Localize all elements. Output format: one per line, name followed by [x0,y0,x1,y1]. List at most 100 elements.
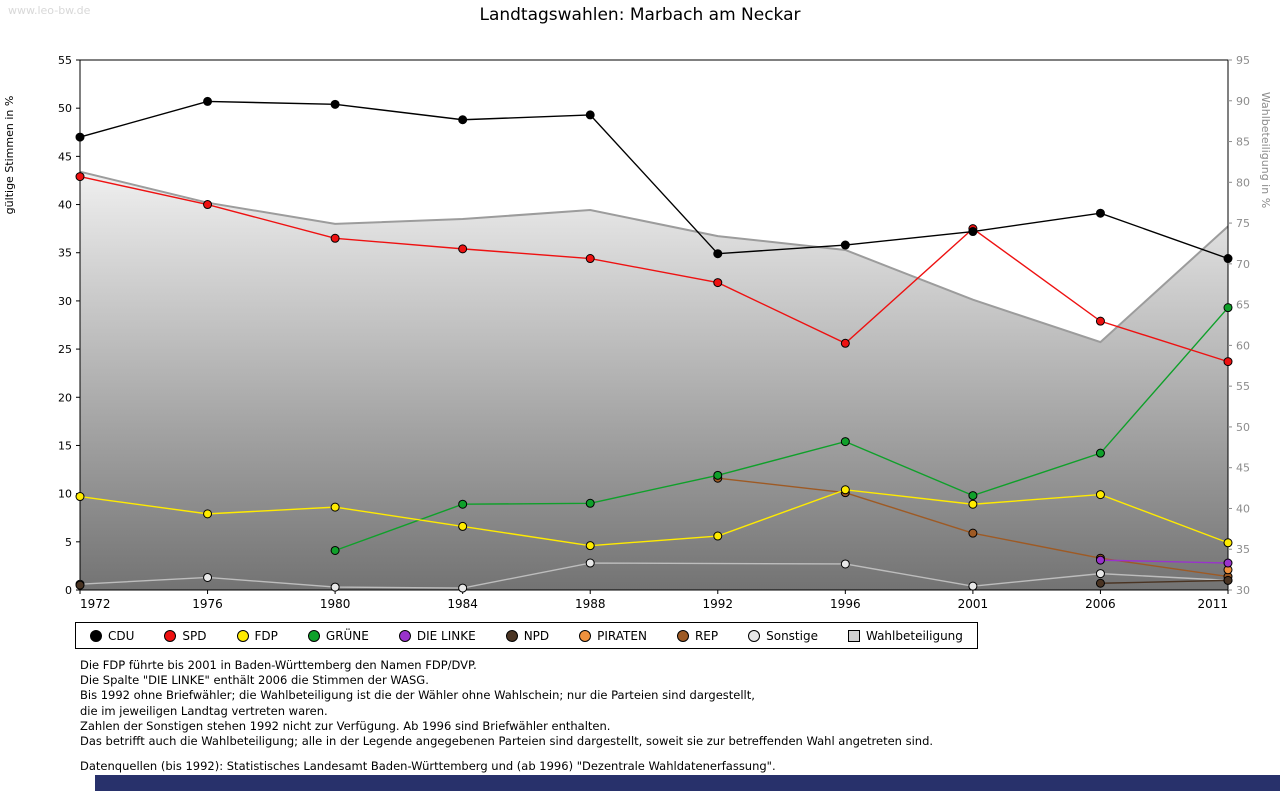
legend-label-die-linke: DIE LINKE [416,628,476,643]
data-point-spd [585,254,595,264]
series-spd [75,172,1233,367]
data-point-spd [75,172,85,182]
data-point-fdp [330,502,340,512]
data-point-fdp [840,485,850,495]
svg-text:80: 80 [1236,176,1250,189]
svg-text:60: 60 [1236,339,1250,352]
legend-item-gr-ne: GRÜNE [307,628,369,643]
svg-text:15: 15 [58,439,72,452]
data-point-fdp [713,531,723,541]
data-point-npd [75,580,85,590]
y-right-title: Wahlbeteiligung in % [1259,92,1272,208]
data-point-fdp [75,492,85,502]
legend-label-cdu: CDU [108,628,135,643]
svg-text:65: 65 [1236,299,1250,312]
svg-text:2011: 2011 [1197,597,1228,611]
legend-dot-icon-cdu [90,629,102,642]
svg-text:95: 95 [1236,54,1250,67]
svg-text:0: 0 [65,584,72,597]
legend-square-icon-wahlbeteiligung [847,629,860,642]
svg-text:55: 55 [58,54,72,67]
legend-dot-icon-fdp [236,629,249,642]
svg-text:35: 35 [1236,543,1250,556]
legend-item-npd: NPD [505,629,549,643]
data-point-cdu [458,115,468,125]
svg-text:1980: 1980 [320,597,351,611]
data-point-sonstige [203,572,213,582]
legend-item-cdu: CDU [90,629,134,643]
footnote-line: Die FDP führte bis 2001 in Baden-Württem… [80,658,477,672]
legend-dot-icon-piraten [579,629,592,642]
legend-label-rep: REP [694,628,719,643]
svg-text:5: 5 [65,536,72,549]
bottom-navy-bar [95,775,1280,791]
svg-text:2001: 2001 [958,597,989,611]
legend-item-rep: REP [676,628,719,643]
legend-label-gr-ne: GRÜNE [325,628,369,643]
svg-text:1972: 1972 [80,597,111,611]
legend-dot-icon-spd [164,629,177,642]
svg-text:75: 75 [1236,217,1250,230]
y-axis-right: 30 35 40 45 50 55 60 65 70 75 80 85 90 95 Wahlbeteilig… [1228,54,1272,597]
data-point-gr-ne [1223,303,1233,313]
svg-text:1992: 1992 [703,597,734,611]
data-point-fdp [458,521,468,531]
data-point-cdu [585,110,595,120]
legend-label-piraten: PIRATEN [597,628,647,643]
data-point-npd [1095,578,1105,588]
legend-item-wahlbeteiligung: Wahlbeteiligung [847,629,963,643]
data-point-sonstige [585,558,595,568]
data-point-spd [1095,316,1105,326]
svg-text:85: 85 [1236,136,1250,149]
series-fdp [75,485,1233,551]
data-point-gr-ne [968,491,978,501]
legend-dot-icon-sonstige [748,629,761,642]
svg-text:1976: 1976 [192,597,223,611]
footnote-line: Bis 1992 ohne Briefwähler; die Wahlbetei… [80,688,755,703]
series-die-linke [1095,555,1233,568]
site-watermark: www.leo-bw.de [8,4,91,17]
data-point-rep [968,528,978,538]
data-point-gr-ne [713,470,723,480]
svg-text:90: 90 [1236,95,1250,108]
legend-dot-icon-rep [676,629,689,642]
data-point-sonstige [840,559,850,569]
y-axis-left: 0 5 10 15 20 25 30 35 40 45 50 55 gültige Stimmen in… [3,54,80,597]
svg-text:30: 30 [1236,584,1250,597]
data-point-spd [713,278,723,288]
x-axis: 1972 1976 1980 1984 1988 1992 1996 2001 2006 2011 [79,590,1229,611]
data-point-gr-ne [1095,448,1105,458]
data-point-cdu [1223,254,1233,264]
legend-item-piraten: PIRATEN [579,629,647,643]
svg-text:45: 45 [1236,462,1250,475]
y-left-title: gültige Stimmen in % [3,96,16,215]
data-point-cdu [203,96,213,106]
data-point-spd [203,200,213,210]
data-point-fdp [1095,490,1105,500]
svg-text:25: 25 [58,343,72,356]
svg-text:40: 40 [58,199,72,212]
data-point-fdp [1223,538,1233,548]
legend-label-sonstige: Sonstige [766,628,818,643]
footnote-line: Zahlen der Sonstigen stehen 1992 nicht z… [80,718,611,733]
legend-item-sonstige: Sonstige [748,629,818,643]
chart-legend: CDU SPD FDP GRÜNE DIE LINKE NPD PIRATEN REP Sons… [75,622,978,649]
data-point-sonstige [458,583,468,593]
data-point-sonstige [1095,569,1105,579]
legend-label-spd: SPD [182,628,207,643]
election-line-chart: 0 5 10 15 20 25 30 35 40 45 50 55 gültige Stimmen in… [3,54,1272,611]
legend-item-fdp: FDP [236,629,278,643]
data-point-spd [840,338,850,348]
svg-text:2006: 2006 [1085,597,1116,611]
legend-dot-icon-die-linke [398,629,411,642]
data-point-cdu [1095,208,1105,218]
legend-dot-icon-gr-ne [307,629,320,642]
chart-footnotes: Die FDP führte bis 2001 in Baden-Württem… [80,658,933,774]
series-npd [75,575,1233,590]
svg-text:70: 70 [1236,258,1250,271]
data-point-cdu [840,240,850,250]
series-wahlbeteiligung [79,170,1229,590]
legend-item-die-linke: DIE LINKE [398,628,476,643]
series-gr-ne [330,303,1233,555]
data-source-line: Datenquellen (bis 1992): Statistisches L… [80,759,776,774]
